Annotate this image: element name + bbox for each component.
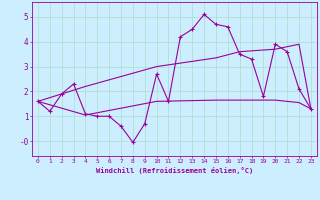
X-axis label: Windchill (Refroidissement éolien,°C): Windchill (Refroidissement éolien,°C) xyxy=(96,167,253,174)
